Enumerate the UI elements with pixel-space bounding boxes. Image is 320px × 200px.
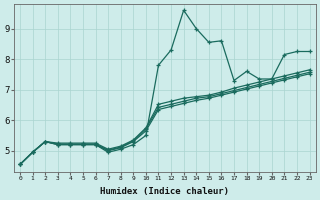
X-axis label: Humidex (Indice chaleur): Humidex (Indice chaleur) [100, 187, 229, 196]
